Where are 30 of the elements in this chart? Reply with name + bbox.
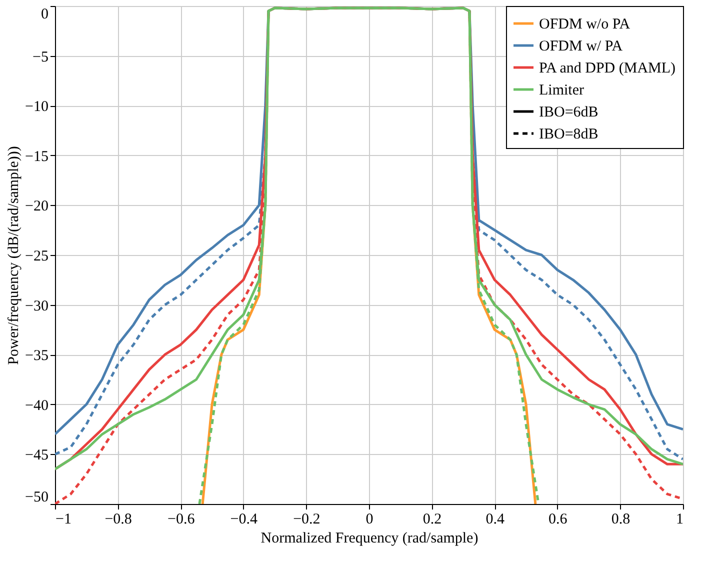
y-tick-label: −40 bbox=[25, 398, 48, 414]
legend-label: OFDM w/ PA bbox=[539, 38, 623, 54]
x-tick-label: 0.4 bbox=[486, 512, 505, 528]
y-axis-title: Power/frequency (dB/(rad/sample))) bbox=[6, 146, 22, 365]
x-tick-label: −0.2 bbox=[293, 512, 320, 528]
x-tick-label: 0 bbox=[366, 512, 374, 528]
x-tick-label: 0.6 bbox=[548, 512, 568, 528]
x-tick-label: 0.2 bbox=[422, 512, 442, 528]
y-tick-label: −25 bbox=[25, 248, 48, 264]
y-tick-label: −50 bbox=[25, 490, 48, 506]
legend-label: IBO=6dB bbox=[539, 104, 598, 120]
y-tick-label: −35 bbox=[25, 348, 48, 364]
y-tick-label: −30 bbox=[25, 298, 48, 314]
y-tick-label: −5 bbox=[32, 49, 48, 66]
y-tick-label: −10 bbox=[25, 99, 48, 116]
y-tick-label: −15 bbox=[25, 148, 48, 165]
x-tick-label: −0.8 bbox=[104, 512, 132, 528]
y-tick-label: −20 bbox=[25, 198, 48, 215]
legend-label: Limiter bbox=[539, 82, 584, 98]
y-tick-label: 0 bbox=[41, 6, 48, 22]
y-tick-label: −45 bbox=[25, 448, 48, 464]
x-axis-title: Normalized Frequency (rad/sample) bbox=[260, 530, 478, 546]
x-tick-label: −1 bbox=[56, 512, 72, 528]
x-tick-label: 1 bbox=[676, 512, 684, 528]
legend-label: PA and DPD (MAML) bbox=[539, 60, 676, 76]
x-tick-label: −0.4 bbox=[230, 512, 258, 528]
legend-label: IBO=8dB bbox=[539, 126, 598, 142]
legend-label: OFDM w/o PA bbox=[539, 16, 630, 32]
x-tick-label: 0.8 bbox=[611, 512, 630, 528]
x-tick-label: −0.6 bbox=[167, 512, 196, 528]
